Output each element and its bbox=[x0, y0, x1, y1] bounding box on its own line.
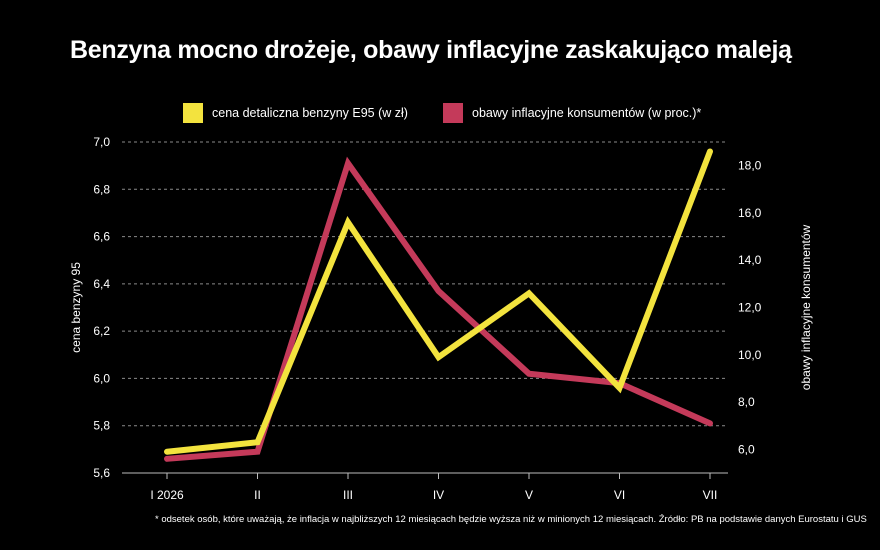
x-tick-label: IV bbox=[433, 488, 444, 502]
footnote: * odsetek osób, które uważają, że inflac… bbox=[155, 514, 867, 525]
y-tick-label: 5,8 bbox=[93, 419, 110, 433]
legend-swatch-petrol-price bbox=[183, 103, 203, 123]
y-tick-label: 6,2 bbox=[93, 324, 110, 338]
legend-label-petrol-price: cena detaliczna benzyny E95 (w zł) bbox=[212, 106, 408, 120]
y-tick-label: 6,8 bbox=[93, 182, 110, 196]
legend-item-petrol-price: cena detaliczna benzyny E95 (w zł) bbox=[183, 103, 408, 123]
legend-swatch-inflation-fears bbox=[443, 103, 463, 123]
y2-axis-title: obawy inflacyjne konsumentów bbox=[799, 224, 813, 390]
legend: cena detaliczna benzyny E95 (w zł) obawy… bbox=[0, 103, 880, 123]
y-tick-label: 6,4 bbox=[93, 277, 110, 291]
x-tick-label: V bbox=[525, 488, 533, 502]
y2-tick-label: 16,0 bbox=[738, 206, 762, 220]
series-line-inflation-fears bbox=[164, 156, 713, 462]
series-line-petrol-price bbox=[164, 148, 713, 455]
y2-tick-label: 6,0 bbox=[738, 442, 755, 456]
x-tick-label: I 2026 bbox=[150, 488, 184, 502]
y2-tick-label: 8,0 bbox=[738, 395, 755, 409]
legend-label-inflation-fears: obawy inflacyjne konsumentów (w proc.)* bbox=[472, 106, 702, 120]
y2-tick-label: 18,0 bbox=[738, 159, 762, 173]
x-tick-label: VI bbox=[614, 488, 625, 502]
y-tick-label: 7,0 bbox=[93, 135, 110, 149]
y2-tick-label: 12,0 bbox=[738, 301, 762, 315]
x-tick-label: III bbox=[343, 488, 353, 502]
y2-tick-label: 14,0 bbox=[738, 253, 762, 267]
legend-item-inflation-fears: obawy inflacyjne konsumentów (w proc.)* bbox=[443, 103, 701, 123]
x-tick-label: II bbox=[254, 488, 261, 502]
y-tick-label: 5,6 bbox=[93, 466, 110, 480]
y-axis-title: cena benzyny 95 bbox=[69, 262, 83, 353]
x-tick-label: VII bbox=[703, 488, 718, 502]
y2-tick-label: 10,0 bbox=[738, 348, 762, 362]
chart-title: Benzyna mocno drożeje, obawy inflacyjne … bbox=[70, 36, 792, 64]
y-tick-label: 6,0 bbox=[93, 371, 110, 385]
y-tick-label: 6,6 bbox=[93, 230, 110, 244]
